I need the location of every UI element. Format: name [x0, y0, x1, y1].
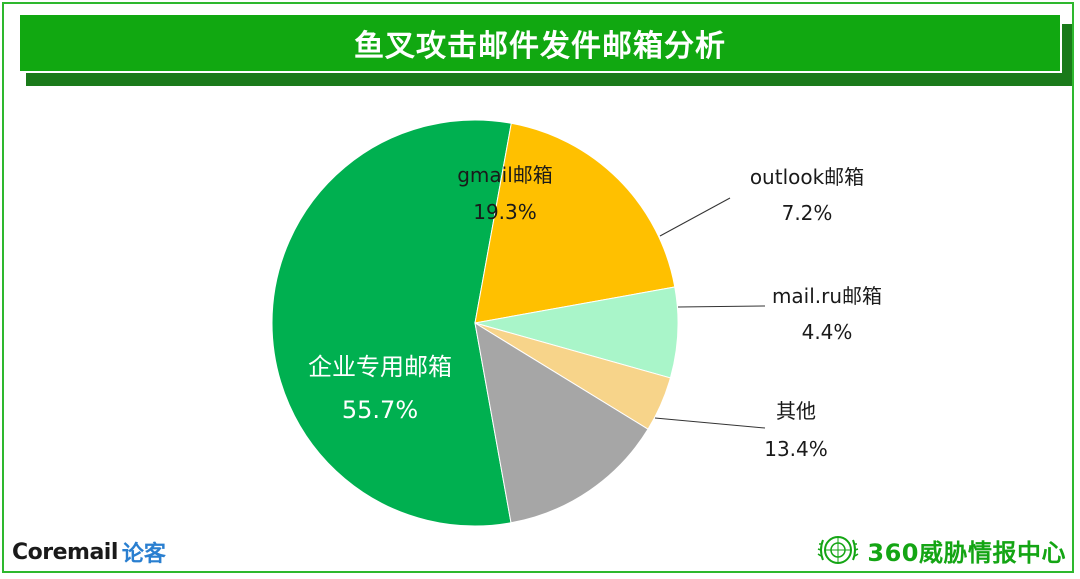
slice-value-label: 7.2%	[782, 201, 833, 225]
coremail-brand-text: Coremail	[12, 539, 118, 565]
un-emblem-icon	[817, 536, 859, 564]
pie-slice	[474, 122, 676, 324]
leader-line	[659, 197, 731, 237]
slice-value-label: 4.4%	[802, 320, 853, 344]
slice-value-label: 55.7%	[342, 396, 418, 424]
org-name-text: 360威胁情报中心	[867, 538, 1066, 567]
slice-value-label: 13.4%	[764, 437, 828, 461]
leader-line	[654, 417, 766, 429]
leader-line	[677, 305, 766, 308]
slice-label: outlook邮箱	[750, 165, 864, 189]
slide-frame	[2, 2, 1074, 573]
org-logo: 360威胁情报中心	[815, 530, 1066, 570]
coremail-brand-suffix: 论客	[121, 542, 166, 567]
slice-label: mail.ru邮箱	[772, 284, 882, 308]
slice-label: 企业专用邮箱	[308, 353, 452, 381]
chart-title: 鱼叉攻击邮件发件邮箱分析	[354, 29, 726, 64]
slice-label: gmail邮箱	[457, 163, 553, 187]
coremail-logo: Coremail 论客	[12, 536, 166, 568]
pie-slice	[271, 119, 512, 527]
title-banner: 鱼叉攻击邮件发件邮箱分析	[18, 13, 1062, 73]
slice-label: 其他	[776, 399, 816, 423]
pie-slice	[474, 321, 649, 524]
slice-value-label: 19.3%	[473, 200, 537, 224]
